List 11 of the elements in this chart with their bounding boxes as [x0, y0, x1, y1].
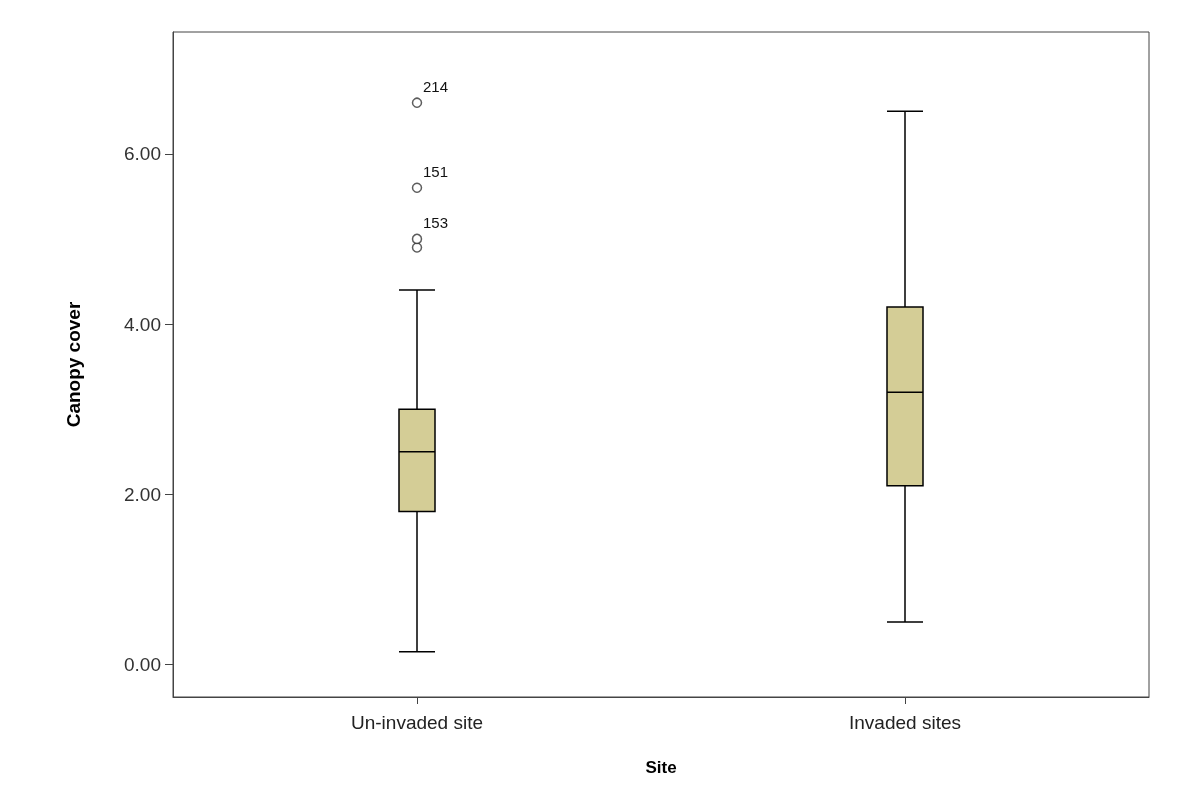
annotation: 151 [423, 162, 449, 180]
y-tick-label: 2.00 [124, 483, 161, 505]
y-axis-title: Canopy cover [63, 301, 84, 428]
x-tick-label: Un-invaded site [350, 712, 484, 733]
x-tick-label: Invaded sites [849, 712, 961, 733]
y-tick-label: 0.00 [124, 654, 161, 676]
annotation: 153 [423, 213, 449, 231]
x-axis-title: Site [645, 758, 677, 777]
y-tick-label: 4.00 [124, 313, 161, 335]
y-tick-label: 6.00 [124, 143, 161, 165]
annotation: 214 [423, 77, 449, 95]
